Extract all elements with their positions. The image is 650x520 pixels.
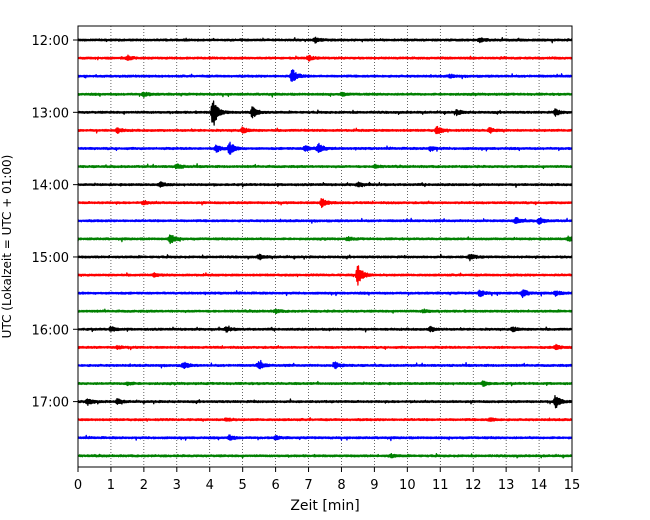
trace-1345 xyxy=(77,163,573,170)
x-tick-label-9: 9 xyxy=(370,478,378,493)
trace-1715 xyxy=(77,417,573,422)
trace-1530 xyxy=(77,289,573,299)
trace-1745 xyxy=(77,452,573,459)
x-tick-label-14: 14 xyxy=(531,478,548,493)
x-tick-label-3: 3 xyxy=(173,478,181,493)
trace-1630 xyxy=(77,359,573,370)
trace-1430 xyxy=(77,216,573,225)
y-tick-label-1400: 14:00 xyxy=(32,179,69,194)
x-axis-ticks: 0 1 2 3 4 5 6 7 8 9 10 11 12 13 14 15 xyxy=(74,467,580,493)
plot-frame xyxy=(77,25,573,468)
trace-1500 xyxy=(77,253,573,262)
trace-1545 xyxy=(77,308,573,314)
x-tick-label-0: 0 xyxy=(74,478,82,493)
trace-1615 xyxy=(77,343,573,351)
x-axis-label: Zeit [min] xyxy=(290,498,359,514)
trace-1245 xyxy=(77,91,573,99)
x-tick-label-7: 7 xyxy=(304,478,312,493)
y-tick-label-1300: 13:00 xyxy=(32,106,69,121)
x-tick-label-2: 2 xyxy=(140,478,148,493)
trace-1600 xyxy=(77,325,573,333)
trace-1315 xyxy=(77,125,573,135)
trace-1645 xyxy=(77,380,573,388)
trace-1415 xyxy=(77,198,573,209)
y-axis-ticks: 12:00 13:00 14:00 15:00 16:00 17:00 xyxy=(32,34,78,411)
x-tick-label-11: 11 xyxy=(432,478,449,493)
y-axis-label: UTC (Lokalzeit = UTC + 01:00) xyxy=(0,155,14,339)
trace-1230 xyxy=(77,69,573,83)
y-tick-label-1500: 15:00 xyxy=(32,251,69,266)
x-tick-label-6: 6 xyxy=(271,478,279,493)
y-tick-label-1700: 17:00 xyxy=(32,396,69,411)
trace-1515 xyxy=(77,265,573,286)
x-tick-label-1: 1 xyxy=(107,478,115,493)
trace-1730 xyxy=(77,434,573,442)
trace-1215 xyxy=(77,54,573,62)
x-tick-label-5: 5 xyxy=(239,478,247,493)
y-tick-label-1600: 16:00 xyxy=(32,323,69,338)
trace-1700 xyxy=(77,394,573,409)
trace-group xyxy=(77,36,573,459)
x-tick-label-8: 8 xyxy=(337,478,345,493)
x-tick-label-10: 10 xyxy=(399,478,416,493)
trace-1400 xyxy=(77,181,573,188)
trace-1200 xyxy=(77,36,573,44)
x-tick-label-4: 4 xyxy=(206,478,214,493)
trace-1445 xyxy=(77,234,573,245)
trace-1330 xyxy=(77,141,573,155)
x-tick-label-12: 12 xyxy=(465,478,482,493)
x-tick-label-15: 15 xyxy=(564,478,581,493)
x-tick-label-13: 13 xyxy=(498,478,515,493)
trace-1300 xyxy=(77,100,573,126)
y-tick-label-1200: 12:00 xyxy=(32,34,69,49)
